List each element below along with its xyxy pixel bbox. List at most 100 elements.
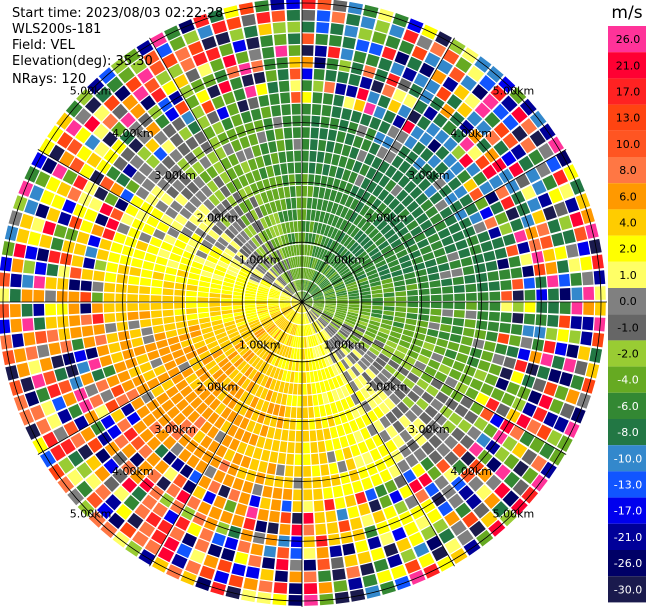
velocity-gate — [274, 315, 284, 324]
velocity-gate — [204, 260, 216, 269]
velocity-gate — [281, 500, 292, 512]
velocity-gate — [512, 479, 530, 496]
velocity-gate — [368, 247, 380, 257]
velocity-gate — [388, 335, 400, 344]
velocity-gate — [295, 174, 302, 185]
velocity-gate — [416, 320, 429, 328]
velocity-gate — [216, 203, 228, 215]
velocity-gate — [294, 466, 302, 477]
velocity-gate — [577, 241, 591, 256]
velocity-gate — [19, 213, 34, 230]
velocity-gate — [265, 322, 275, 331]
velocity-gate — [273, 428, 282, 440]
velocity-gate — [530, 455, 547, 472]
velocity-gate — [162, 123, 177, 138]
velocity-gate — [458, 247, 471, 259]
velocity-gate — [60, 340, 73, 353]
velocity-gate — [392, 274, 404, 282]
velocity-gate — [141, 494, 158, 510]
velocity-gate — [387, 259, 400, 268]
velocity-gate — [474, 102, 491, 119]
velocity-gate — [178, 361, 191, 372]
velocity-gate — [302, 291, 306, 302]
velocity-gate — [73, 203, 87, 218]
velocity-gate — [309, 310, 317, 320]
velocity-gate — [112, 450, 128, 467]
velocity-gate — [149, 236, 163, 248]
velocity-gate — [256, 292, 268, 297]
velocity-gate — [185, 136, 199, 151]
velocity-gate — [278, 248, 285, 260]
velocity-gate — [189, 378, 202, 390]
velocity-gate — [140, 269, 153, 279]
velocity-gate — [151, 385, 165, 398]
velocity-gate — [211, 121, 225, 135]
velocity-gate — [208, 194, 221, 207]
velocity-gate — [268, 307, 280, 311]
velocity-gate — [144, 342, 157, 353]
velocity-gate — [294, 232, 299, 244]
velocity-gate — [317, 441, 326, 453]
velocity-gate — [110, 242, 124, 254]
velocity-gate — [165, 385, 179, 398]
velocity-gate — [407, 295, 419, 302]
velocity-gate — [181, 404, 195, 418]
velocity-gate — [503, 471, 520, 489]
velocity-gate — [557, 435, 573, 452]
velocity-gate — [334, 283, 345, 290]
velocity-gate — [558, 273, 571, 287]
velocity-gate — [198, 204, 211, 216]
velocity-gate — [129, 154, 145, 170]
velocity-gate — [499, 322, 511, 334]
velocity-gate — [110, 351, 124, 364]
velocity-gate — [330, 23, 344, 36]
velocity-gate — [391, 449, 404, 463]
velocity-gate — [178, 433, 192, 447]
velocity-gate — [283, 289, 293, 296]
velocity-gate — [157, 413, 172, 427]
velocity-gate — [293, 489, 302, 501]
velocity-gate — [286, 9, 300, 21]
velocity-gate — [331, 257, 341, 267]
velocity-gate — [398, 160, 411, 174]
velocity-gate — [185, 68, 201, 83]
velocity-gate — [286, 285, 295, 294]
velocity-gate — [274, 200, 282, 212]
velocity-gate — [353, 99, 366, 112]
velocity-gate — [74, 108, 92, 125]
velocity-gate — [520, 118, 538, 135]
velocity-gate — [323, 309, 335, 314]
velocity-gate — [123, 495, 140, 511]
velocity-gate — [313, 500, 324, 512]
velocity-gate — [356, 124, 368, 138]
velocity-gate — [303, 571, 317, 583]
velocity-gate — [289, 559, 302, 571]
velocity-gate — [381, 135, 395, 149]
range-ring-label: 5.00km — [493, 507, 535, 520]
velocity-gate — [397, 365, 410, 377]
velocity-gate — [521, 374, 536, 389]
velocity-gate — [92, 313, 104, 324]
velocity-gate — [239, 136, 251, 149]
velocity-gate — [176, 543, 193, 559]
velocity-gate — [278, 211, 285, 223]
velocity-gate — [16, 362, 31, 378]
velocity-gate — [273, 237, 281, 249]
velocity-gate — [508, 255, 521, 268]
velocity-gate — [325, 298, 336, 301]
velocity-gate — [289, 186, 296, 198]
velocity-gate — [292, 115, 301, 127]
velocity-gate — [289, 56, 301, 68]
velocity-gate — [314, 45, 327, 57]
velocity-gate — [413, 232, 426, 243]
velocity-gate — [115, 312, 128, 322]
velocity-gate — [221, 298, 232, 302]
velocity-gate — [336, 305, 348, 309]
velocity-gate — [557, 328, 570, 343]
velocity-gate — [362, 573, 378, 588]
velocity-gate — [128, 121, 144, 137]
velocity-gate — [360, 294, 372, 299]
velocity-gate — [338, 155, 348, 168]
velocity-gate — [387, 233, 399, 244]
